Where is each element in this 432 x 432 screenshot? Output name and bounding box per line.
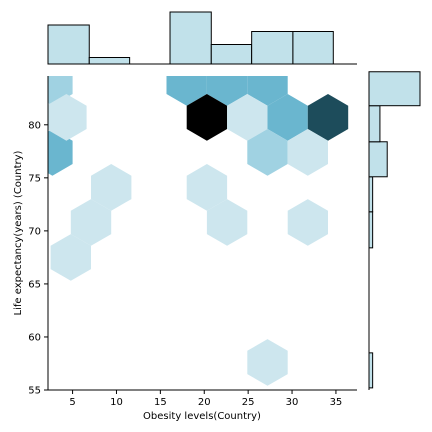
hexbin-cell: [247, 339, 288, 386]
x-hist-bar: [47, 24, 90, 65]
hexbin-cell: [70, 199, 112, 246]
hexbin-cell: [247, 129, 288, 176]
y-hist-bar: [368, 176, 374, 213]
hexbin-cell: [48, 129, 73, 176]
y-hist-bar: [368, 141, 388, 178]
hexbin-cell: [287, 129, 328, 176]
y-tick-label: 70: [28, 226, 41, 237]
x-hist-bar: [88, 57, 131, 65]
x-axis-label: Obesity levels(Country): [143, 411, 261, 422]
y-tick-label: 75: [28, 173, 41, 184]
x-hist-bar: [169, 11, 212, 65]
y-tick-label: 80: [28, 120, 41, 131]
hexbin-cell: [287, 199, 328, 246]
y-tick-label: 55: [28, 386, 41, 397]
hexbin-cell: [247, 76, 288, 106]
hexbin-cell: [48, 94, 87, 141]
y-tick-label: 65: [28, 279, 41, 290]
y-marginal-histogram: [368, 71, 421, 390]
hexbin-cell: [186, 164, 228, 211]
hexbin-cell: [91, 164, 132, 211]
hexbin-plot-area: [48, 76, 349, 386]
x-tick-label: 10: [110, 397, 123, 408]
hexbin-cell: [48, 76, 73, 106]
y-hist-bar: [368, 352, 374, 389]
y-hist-bar: [368, 211, 374, 249]
x-tick-label: 25: [242, 397, 255, 408]
x-tick-label: 20: [198, 397, 211, 408]
hexbin-cell: [206, 199, 248, 246]
x-axis-ticks: 5 10 15 20 25 30 35: [69, 390, 342, 408]
x-hist-bar: [292, 31, 334, 65]
hexbin-cell: [307, 94, 349, 141]
hexbin-cell: [166, 76, 207, 106]
x-hist-bar: [251, 31, 294, 65]
y-hist-bar: [368, 105, 381, 143]
y-tick-label: 60: [28, 332, 41, 343]
hexbin-cell: [50, 234, 91, 281]
x-marginal-histogram: [47, 11, 357, 65]
x-hist-bar: [210, 44, 253, 65]
x-tick-label: 15: [154, 397, 167, 408]
hexbin-cell: [267, 94, 308, 141]
y-axis-label: Life expectancy(years) (Country): [13, 150, 24, 315]
y-hist-bar: [368, 71, 421, 107]
hexbin-cell: [227, 94, 268, 141]
y-axis-ticks: 55 60 65 70 75 80: [28, 120, 48, 397]
x-tick-label: 35: [330, 397, 343, 408]
hexbin-cell: [206, 76, 248, 106]
x-tick-label: 30: [286, 397, 299, 408]
x-tick-label: 5: [69, 397, 75, 408]
hexbin-cell: [186, 94, 228, 141]
